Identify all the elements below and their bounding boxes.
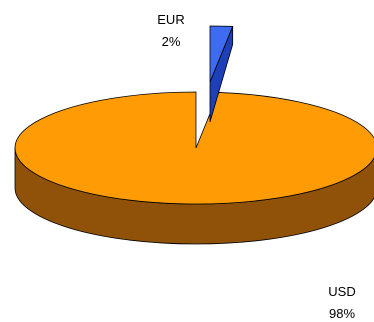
- label-usd-name: USD: [328, 284, 355, 299]
- label-eur-value: 2%: [162, 34, 181, 49]
- label-eur-name: EUR: [157, 12, 184, 27]
- slice-eur: [209, 25, 234, 83]
- label-usd-value: 98%: [329, 306, 355, 321]
- pie-slices: [14, 25, 374, 245]
- slice-usd: [14, 91, 374, 205]
